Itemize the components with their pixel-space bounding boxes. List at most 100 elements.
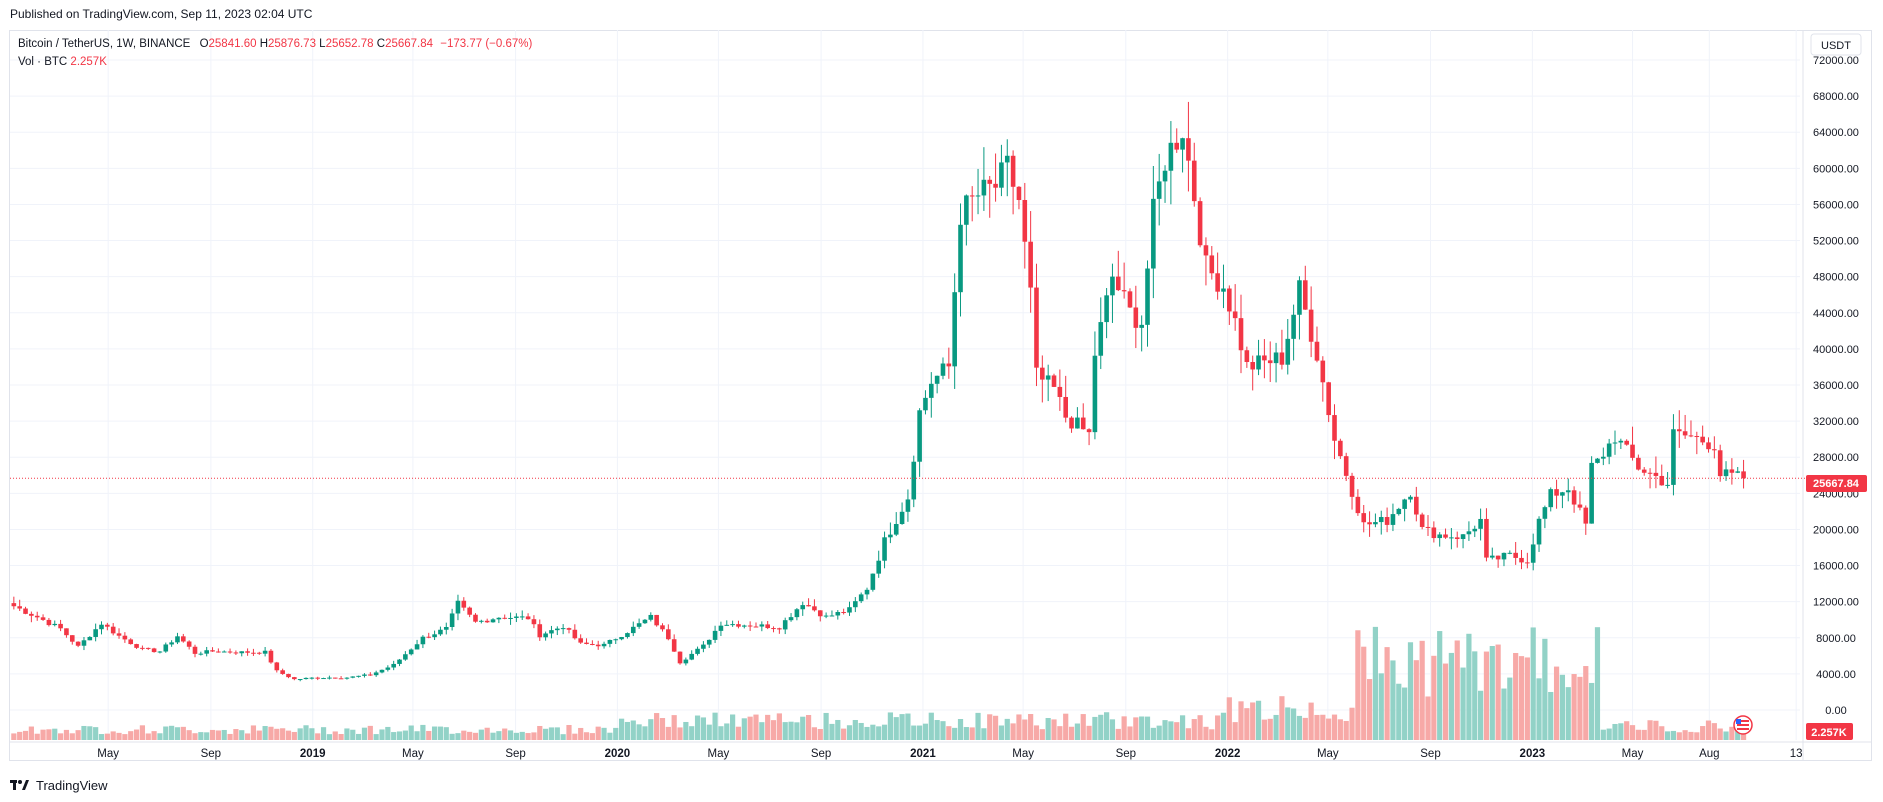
candle-body [578,638,583,643]
time-tick-label: 2019 [300,748,326,760]
candle-body [829,615,835,617]
volume-bar [1577,676,1583,740]
candle-body [29,613,34,616]
axis-badges: USDT 25667.84 2.257K [1733,33,1867,740]
candle-body [864,589,870,595]
volume-bar [1676,732,1682,740]
volume-bar [1162,720,1168,740]
candle-body [870,573,876,590]
candle-body [782,620,788,630]
volume-bar [1594,627,1601,740]
candle-body [1454,537,1460,540]
volume-bar [741,718,747,740]
volume-bar [1402,687,1408,740]
candle-body [134,644,139,648]
volume-bar [356,733,362,740]
volume-bar [957,719,964,740]
volume-bar [151,731,157,740]
volume-bars [11,626,1747,740]
volume-bar [601,727,607,740]
candle-body [549,630,554,634]
candle-body [40,617,46,620]
volume-label[interactable]: Vol · BTC [18,56,68,68]
candle-body [1472,528,1478,532]
candle-body [823,615,829,617]
volume-bar [1641,729,1647,740]
candle-body [1127,291,1133,308]
volume-bar [1442,663,1449,740]
published-caption: Published on TradingView.com, Sep 11, 20… [10,7,313,21]
close-label: C [376,38,386,50]
candle-body [689,653,695,660]
candle-body [414,644,420,650]
volume-bar [543,728,549,740]
candle-body [1156,181,1162,199]
volume-bar [139,725,146,740]
price-axis: 0.00 4000.00 8000.00 12000.00 16000.00 20000.… [1802,30,1859,760]
volume-bar [280,728,286,740]
candle-body [1712,449,1717,451]
symbol-title[interactable]: Bitcoin / TetherUS, 1W, BINANCE [18,38,191,50]
volume-bar [57,733,64,740]
volume-bar [1431,655,1437,740]
open-value: 25841.60 [208,38,257,50]
volume-bar [899,714,905,740]
candle-body [1618,440,1624,443]
volume-bar [560,734,566,740]
volume-bar [180,726,186,740]
candle-body [1525,562,1530,564]
volume-bar [1682,730,1688,740]
candle-body [1735,471,1741,473]
volume-bar [1524,657,1530,740]
currency-label[interactable]: USDT [1821,40,1851,52]
last-price-badge [1806,475,1867,492]
currency-button[interactable] [1810,33,1862,56]
volume-bar [46,729,52,740]
candle-body [1495,555,1501,560]
volume-bar [455,733,461,740]
volume-bar [1653,720,1659,740]
price-tick-label: 8000.00 [1816,633,1856,645]
price-tick-label: 4000.00 [1816,669,1856,681]
candle-body [496,617,502,620]
candle-body [666,629,671,640]
candle-body [765,624,770,629]
candle-body [467,607,472,615]
volume-bar [1220,712,1227,740]
volume-bar [683,721,689,740]
volume-bar [852,719,858,740]
candle-body [239,651,245,654]
us-flag-icon[interactable] [1733,715,1753,735]
candle-body [163,644,169,652]
candle-body [1437,534,1442,539]
volume-bar [75,730,81,740]
candle-body [525,616,531,620]
candle-body [1706,442,1711,450]
price-tick-label: 12000.00 [1813,597,1859,609]
volume-bar [1472,651,1478,740]
chart-frame[interactable] [9,30,1872,761]
volume-bar [192,733,198,740]
volume-bar [110,731,116,740]
candle-body [1092,355,1098,433]
candle-body [671,639,677,652]
candle-body [1384,517,1390,525]
volume-bar [1185,728,1192,740]
volume-bar [1378,673,1384,740]
candle-body [724,624,730,626]
candle-body [519,616,525,618]
candle-body [1010,155,1016,187]
volume-bar [169,725,175,740]
candle-body [1191,160,1197,202]
volume-bar [1553,666,1560,740]
volume-bar [467,731,473,740]
close-value: 25667.84 [385,38,434,50]
volume-bar [800,716,806,740]
volume-bar [1390,660,1396,740]
volume-bar [548,727,555,740]
volume-bar [589,733,595,740]
volume-bar [274,728,280,740]
candle-body [204,650,209,654]
volume-bar [1144,716,1151,740]
